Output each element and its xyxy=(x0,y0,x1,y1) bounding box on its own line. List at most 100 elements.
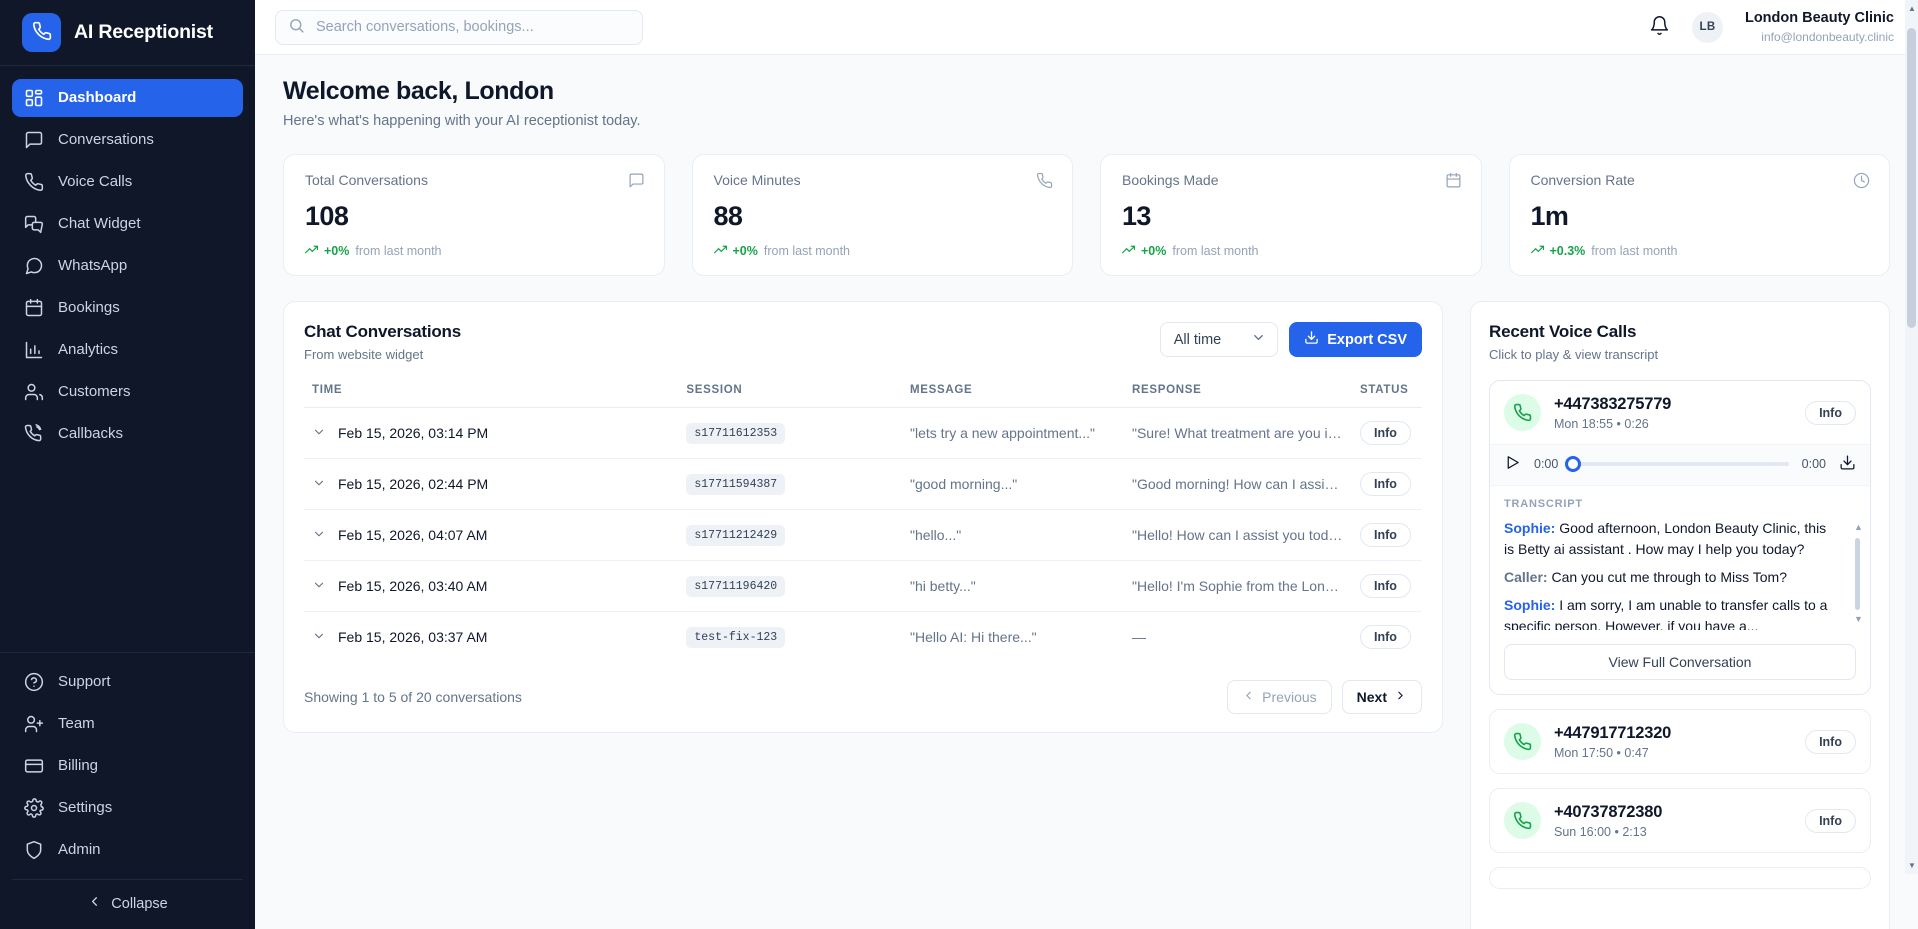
voice-call-card[interactable]: +40737872380 Sun 16:00 • 2:13 Info xyxy=(1489,788,1871,853)
table-row[interactable]: Feb 15, 2026, 03:37 AM test-fix-123 "Hel… xyxy=(304,612,1422,663)
sidebar-nav-footer: Support Team Billing Settings Admin Coll… xyxy=(0,652,255,929)
sidebar-item-settings[interactable]: Settings xyxy=(12,789,243,827)
stat-delta-suffix: from last month xyxy=(1172,244,1259,258)
shield-icon xyxy=(24,840,44,860)
account-name: London Beauty Clinic xyxy=(1744,10,1894,27)
row-info-button[interactable]: Info xyxy=(1360,472,1411,496)
chevron-down-icon[interactable]: ▼ xyxy=(1908,861,1916,870)
credit-card-icon xyxy=(24,756,44,776)
search-box[interactable] xyxy=(275,9,643,45)
page-scrollbar[interactable]: ▲ ▼ xyxy=(1905,0,1918,874)
chat-panel-header: Chat Conversations From website widget A… xyxy=(304,322,1422,362)
avatar[interactable]: LB xyxy=(1691,11,1723,43)
trending-up-icon xyxy=(304,243,319,259)
chevron-down-icon[interactable] xyxy=(312,476,326,493)
col-header-time: TIME xyxy=(304,384,679,408)
sidebar-item-label: Voice Calls xyxy=(58,173,133,190)
sidebar: AI Receptionist Dashboard Conversations … xyxy=(0,0,255,929)
chevron-down-icon xyxy=(1251,330,1266,349)
stat-delta: +0% from last month xyxy=(713,243,1054,259)
chat-bubble-icon xyxy=(24,130,44,150)
chevron-down-icon[interactable]: ▼ xyxy=(1854,614,1863,624)
sidebar-item-billing[interactable]: Billing xyxy=(12,747,243,785)
sidebar-item-customers[interactable]: Customers xyxy=(12,373,243,411)
pagination: Previous Next xyxy=(1227,680,1422,714)
call-info-button[interactable]: Info xyxy=(1805,808,1856,833)
sidebar-item-team[interactable]: Team xyxy=(12,705,243,743)
chevron-down-icon[interactable] xyxy=(312,425,326,442)
call-number: +40737872380 xyxy=(1554,802,1663,821)
sidebar-item-admin[interactable]: Admin xyxy=(12,831,243,869)
stat-value: 108 xyxy=(305,201,349,231)
call-info-button[interactable]: Info xyxy=(1805,400,1856,425)
previous-page-button[interactable]: Previous xyxy=(1227,680,1332,714)
table-row[interactable]: Feb 15, 2026, 03:14 PM s17711612353 "let… xyxy=(304,407,1422,459)
sidebar-item-voice-calls[interactable]: Voice Calls xyxy=(12,163,243,201)
download-icon[interactable] xyxy=(1839,454,1856,474)
transcript-text: Can you cut me through to Miss Tom? xyxy=(1547,569,1787,585)
audio-player[interactable]: 0:00 0:00 xyxy=(1490,444,1870,486)
transcript-label: TRANSCRIPT xyxy=(1504,498,1583,510)
search-input[interactable] xyxy=(316,19,630,35)
voice-call-card[interactable]: +447383275779 Mon 18:55 • 0:26 Info 0:00… xyxy=(1489,380,1871,695)
sidebar-item-label: Chat Widget xyxy=(58,215,141,232)
sidebar-item-dashboard[interactable]: Dashboard xyxy=(12,79,243,117)
transcript-speaker: Caller: xyxy=(1504,569,1548,585)
sidebar-item-support[interactable]: Support xyxy=(12,663,243,701)
stat-delta-value: +0% xyxy=(324,244,350,258)
sidebar-item-conversations[interactable]: Conversations xyxy=(12,121,243,159)
page-subtitle: Here's what's happening with your AI rec… xyxy=(283,113,641,129)
table-row[interactable]: Feb 15, 2026, 04:07 AM s17711212429 "hel… xyxy=(304,509,1422,561)
sidebar-item-label: Conversations xyxy=(58,131,154,148)
chevron-up-icon[interactable]: ▲ xyxy=(1908,4,1916,13)
row-session: s17711196420 xyxy=(686,575,786,597)
phone-icon xyxy=(32,21,52,44)
download-icon xyxy=(1304,330,1319,349)
audio-progress-knob[interactable] xyxy=(1565,456,1582,472)
play-icon[interactable] xyxy=(1504,454,1521,474)
table-row[interactable]: Feb 15, 2026, 03:40 AM s17711196420 "hi … xyxy=(304,560,1422,612)
next-page-button[interactable]: Next xyxy=(1341,680,1422,714)
sidebar-item-chat-widget[interactable]: Chat Widget xyxy=(12,205,243,243)
transcript-body[interactable]: Sophie: Good afternoon, London Beauty Cl… xyxy=(1504,518,1856,630)
audio-progress-track[interactable] xyxy=(1565,456,1789,472)
table-footer: Showing 1 to 5 of 20 conversations Previ… xyxy=(304,680,1422,714)
transcript-scrollbar[interactable]: ▲ ▼ xyxy=(1854,522,1863,624)
chevron-down-icon[interactable] xyxy=(312,527,326,544)
current-time: 0:00 xyxy=(1534,457,1559,471)
chevron-down-icon[interactable] xyxy=(312,578,326,595)
row-info-button[interactable]: Info xyxy=(1360,421,1411,445)
sidebar-item-analytics[interactable]: Analytics xyxy=(12,331,243,369)
sidebar-item-callbacks[interactable]: Callbacks xyxy=(12,415,243,453)
stat-delta-value: +0% xyxy=(1141,244,1167,258)
main-area: LB London Beauty Clinic info@londonbeaut… xyxy=(255,0,1918,929)
page-scroll-thumb[interactable] xyxy=(1907,28,1916,328)
brand: AI Receptionist xyxy=(0,0,255,66)
row-response: "Good morning! How can I assist you t... xyxy=(1132,476,1344,492)
voice-call-card[interactable] xyxy=(1489,867,1871,889)
chevron-up-icon[interactable]: ▲ xyxy=(1854,522,1863,532)
sidebar-item-whatsapp[interactable]: WhatsApp xyxy=(12,247,243,285)
bell-icon[interactable] xyxy=(1649,15,1670,39)
view-full-conversation-button[interactable]: View Full Conversation xyxy=(1504,644,1856,680)
row-info-button[interactable]: Info xyxy=(1360,523,1411,547)
row-info-button[interactable]: Info xyxy=(1360,574,1411,598)
row-info-button[interactable]: Info xyxy=(1360,625,1411,649)
account-meta[interactable]: London Beauty Clinic info@londonbeauty.c… xyxy=(1745,9,1894,45)
transcript-speaker: Sophie: xyxy=(1504,597,1556,613)
voice-call-card[interactable]: +447917712320 Mon 17:50 • 0:47 Info xyxy=(1489,709,1871,774)
stat-delta-suffix: from last month xyxy=(355,244,442,258)
chevron-down-icon[interactable] xyxy=(312,629,326,646)
voice-call-header: +447383275779 Mon 18:55 • 0:26 Info xyxy=(1490,381,1870,444)
time-filter-select[interactable]: All time xyxy=(1159,322,1279,357)
trending-up-icon xyxy=(1121,243,1136,259)
collapse-sidebar-button[interactable]: Collapse xyxy=(12,879,243,929)
stat-delta: +0% from last month xyxy=(1121,243,1462,259)
sidebar-item-bookings[interactable]: Bookings xyxy=(12,289,243,327)
transcript-scroll-thumb[interactable] xyxy=(1855,538,1860,610)
call-info-button[interactable]: Info xyxy=(1805,729,1856,754)
chat-panel-subtitle: From website widget xyxy=(304,347,424,362)
export-csv-button[interactable]: Export CSV xyxy=(1289,322,1422,357)
table-row[interactable]: Feb 15, 2026, 02:44 PM s17711594387 "goo… xyxy=(304,458,1422,510)
